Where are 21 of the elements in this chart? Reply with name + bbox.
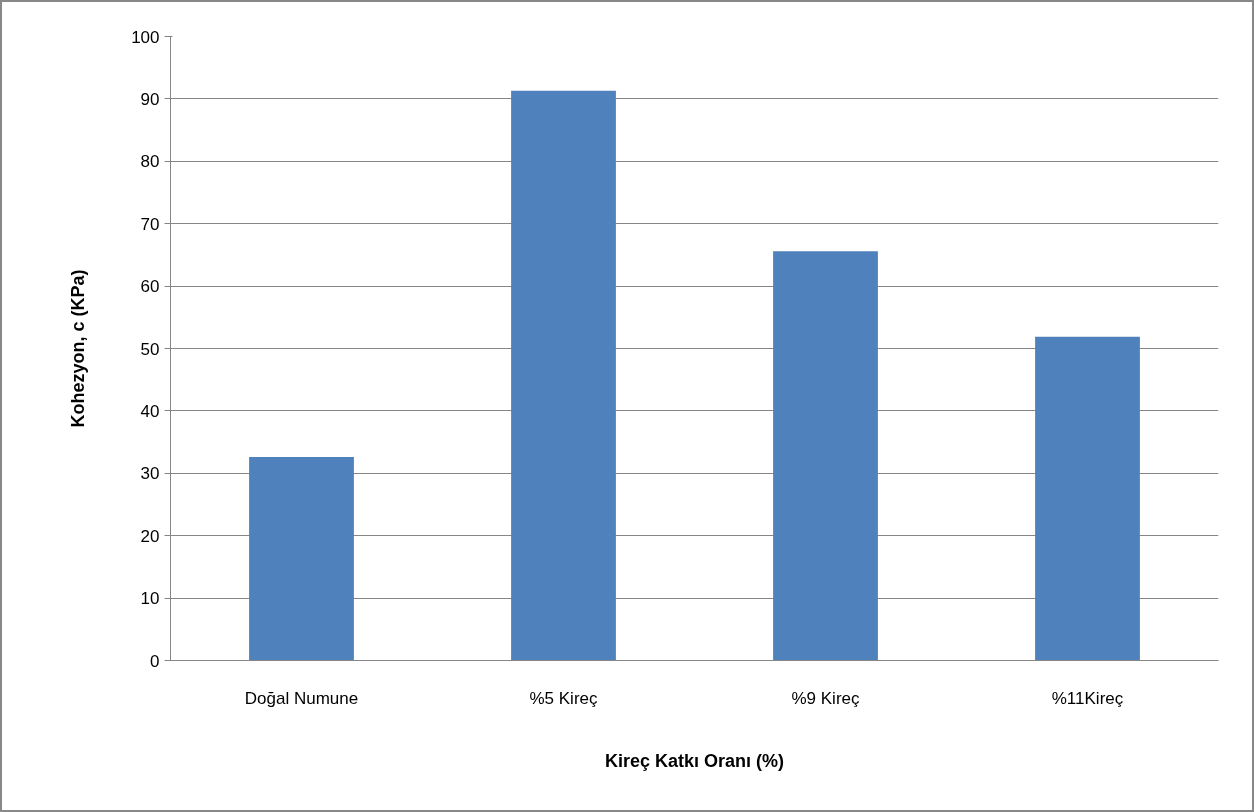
y-axis-title: Kohezyon, c (KPa) <box>68 269 89 428</box>
y-tick-label: 90 <box>140 89 160 109</box>
y-tick-label: 20 <box>140 526 160 546</box>
bar <box>1035 336 1140 661</box>
y-tick-label: 10 <box>140 589 160 609</box>
y-tick-label: 40 <box>140 401 160 421</box>
y-tick-label: 100 <box>131 27 160 47</box>
y-tick-label: 60 <box>140 277 160 297</box>
x-tick-label: Doğal Numune <box>244 688 359 708</box>
bar <box>249 457 354 661</box>
x-tick-label: %5 Kireç <box>529 688 599 708</box>
bar <box>773 251 878 661</box>
y-tick-label: 80 <box>140 152 160 172</box>
y-tick-label: 50 <box>140 339 160 359</box>
x-tick-label: %11Kireç <box>1051 688 1124 708</box>
y-tick-label: 30 <box>140 464 160 484</box>
x-axis-title: Kireç Katkı Oranı (%) <box>604 750 785 771</box>
y-tick-label: 70 <box>140 214 160 234</box>
x-tick-label: %9 Kireç <box>791 688 861 708</box>
y-tick-label: 0 <box>150 651 160 671</box>
bar <box>511 90 616 661</box>
